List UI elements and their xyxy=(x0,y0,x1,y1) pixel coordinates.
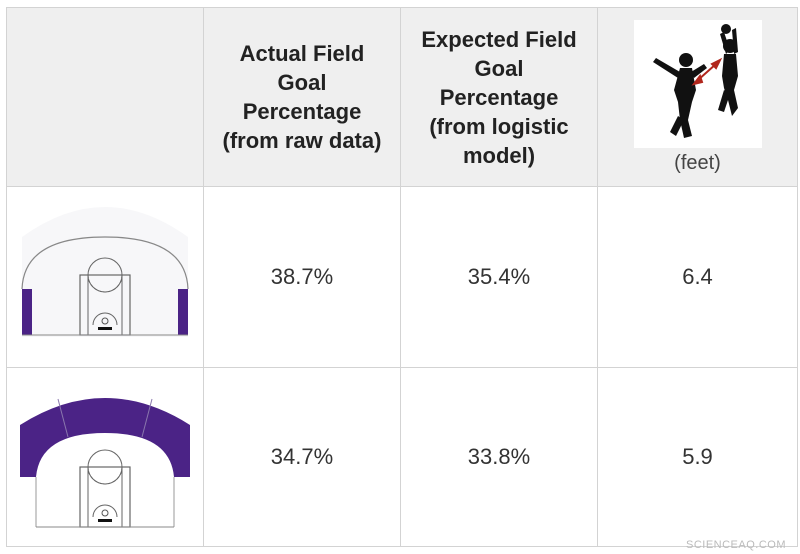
actual-fg-value: 34.7% xyxy=(270,444,334,469)
shooting-comparison-table: Actual Field Goal Percentage (from raw data… xyxy=(6,7,798,547)
distance-cell: 5.9 xyxy=(597,367,798,547)
distance-value: 5.9 xyxy=(682,444,713,469)
expected-fg-value: 35.4% xyxy=(467,264,531,289)
defender-contesting-shooter-icon xyxy=(633,19,762,148)
header-distance-cell: (feet) xyxy=(597,7,798,187)
distance-value: 6.4 xyxy=(682,264,713,289)
header-actual-cell: Actual Field Goal Percentage (from raw data… xyxy=(203,7,401,187)
distance-unit-label: (feet) xyxy=(674,151,721,174)
expected-fg-cell: 35.4% xyxy=(400,186,598,368)
header-expected-label: Expected Field Goal Percentage (from logist… xyxy=(421,26,577,168)
expected-fg-cell: 33.8% xyxy=(400,367,598,547)
expected-fg-value: 33.8% xyxy=(467,444,531,469)
header-actual-label: Actual Field Goal Percentage (from raw data… xyxy=(222,41,382,153)
header-empty-cell xyxy=(6,7,204,187)
distance-cell: 6.4 xyxy=(597,186,798,368)
table-row: 38.7% 35.4% 6.4 xyxy=(6,186,798,368)
actual-fg-cell: 38.7% xyxy=(203,186,401,368)
header-expected-cell: Expected Field Goal Percentage (from logist… xyxy=(400,7,598,187)
above-break-three-court-diagram xyxy=(18,377,192,537)
court-zone-cell xyxy=(6,367,204,547)
actual-fg-value: 38.7% xyxy=(270,264,334,289)
watermark: SCIENCEAQ.COM xyxy=(685,539,786,551)
corner-three-court-diagram xyxy=(18,197,192,357)
header-row: Actual Field Goal Percentage (from raw data… xyxy=(6,7,798,187)
actual-fg-cell: 34.7% xyxy=(203,367,401,547)
table-row: 34.7% 33.8% 5.9 xyxy=(6,367,798,547)
court-zone-cell xyxy=(6,186,204,368)
